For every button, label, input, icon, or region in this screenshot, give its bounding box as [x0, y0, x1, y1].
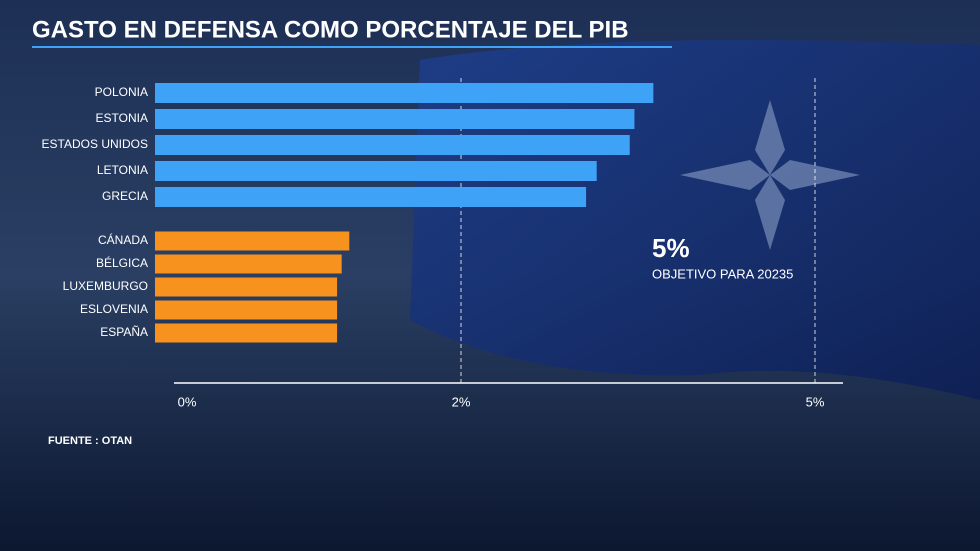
- y-tick-label: POLONIA: [95, 85, 148, 99]
- bar: [155, 323, 338, 343]
- bar: [155, 135, 630, 155]
- bar: [155, 277, 338, 297]
- flag: [410, 40, 980, 400]
- nato-emblem: [680, 100, 860, 250]
- source: FUENTE : OTAN: [48, 435, 132, 447]
- y-tick-label: ESLOVENIA: [80, 302, 148, 316]
- y-tick-label: ESTADOS UNIDOS: [42, 137, 148, 151]
- y-tick-label: ESTONIA: [96, 111, 148, 125]
- bar: [155, 187, 587, 207]
- y-tick-label: LUXEMBURGO: [63, 279, 148, 293]
- bar: [155, 231, 350, 251]
- x-tick-label: 2%: [452, 394, 471, 409]
- y-tick-label: ESPAÑA: [100, 325, 148, 339]
- x-tick-label: 0%: [178, 394, 197, 409]
- annotation-text: OBJETIVO PARA 20235: [652, 266, 793, 281]
- bar: [155, 83, 654, 103]
- y-tick-label: LETONIA: [97, 163, 148, 177]
- chart-title: GASTO EN DEFENSA COMO PORCENTAJE DEL PIB: [32, 16, 629, 43]
- bar: [155, 161, 597, 181]
- title-underline: [32, 46, 672, 48]
- y-tick-label: GRECIA: [102, 189, 148, 203]
- bar: [155, 254, 342, 274]
- annotation-value: 5%: [652, 233, 690, 263]
- x-tick-label: 5%: [806, 394, 825, 409]
- y-tick-label: BÉLGICA: [96, 255, 148, 270]
- y-tick-label: CÁNADA: [98, 232, 148, 247]
- bar: [155, 109, 635, 129]
- bar: [155, 300, 338, 320]
